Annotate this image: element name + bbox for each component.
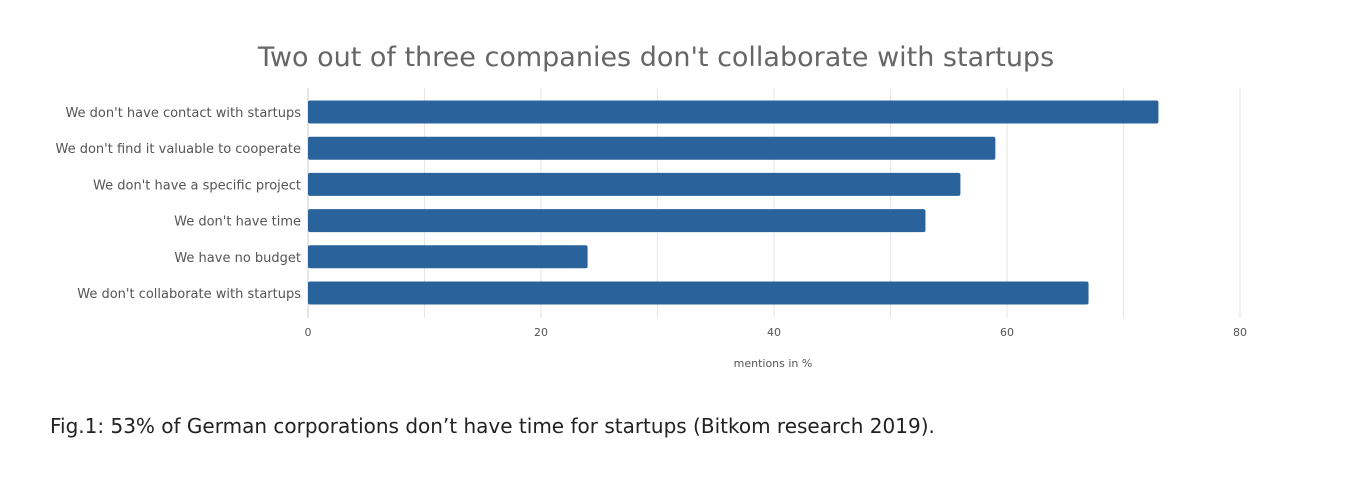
category-labels: We don't have contact with startups We do… bbox=[56, 106, 302, 302]
chart-title: Two out of three companies don't collabo… bbox=[257, 42, 1054, 73]
x-tick-labels: 0 20 40 60 80 bbox=[305, 326, 1248, 339]
category-label: We don't have contact with startups bbox=[65, 106, 301, 121]
bar bbox=[308, 245, 588, 269]
bar bbox=[308, 209, 926, 233]
figure-caption: Fig.1: 53% of German corporations don’t … bbox=[50, 414, 935, 438]
x-tick-label: 40 bbox=[767, 326, 781, 339]
bars bbox=[308, 100, 1159, 305]
x-axis-label: mentions in % bbox=[734, 357, 813, 370]
x-tick-label: 60 bbox=[1000, 326, 1014, 339]
x-tick-label: 20 bbox=[534, 326, 548, 339]
category-label: We don't have time bbox=[174, 215, 301, 230]
bar-chart: Two out of three companies don't collabo… bbox=[56, 42, 1248, 370]
category-label: We have no budget bbox=[174, 251, 301, 266]
bar bbox=[308, 100, 1159, 124]
bar bbox=[308, 136, 996, 160]
x-tick-label: 0 bbox=[305, 326, 312, 339]
bar bbox=[308, 281, 1089, 305]
category-label: We don't have a specific project bbox=[93, 178, 301, 193]
category-label: We don't find it valuable to cooperate bbox=[56, 142, 302, 157]
x-tick-label: 80 bbox=[1233, 326, 1247, 339]
bar bbox=[308, 172, 961, 196]
category-label: We don't collaborate with startups bbox=[77, 287, 301, 302]
gridlines bbox=[307, 88, 1241, 318]
